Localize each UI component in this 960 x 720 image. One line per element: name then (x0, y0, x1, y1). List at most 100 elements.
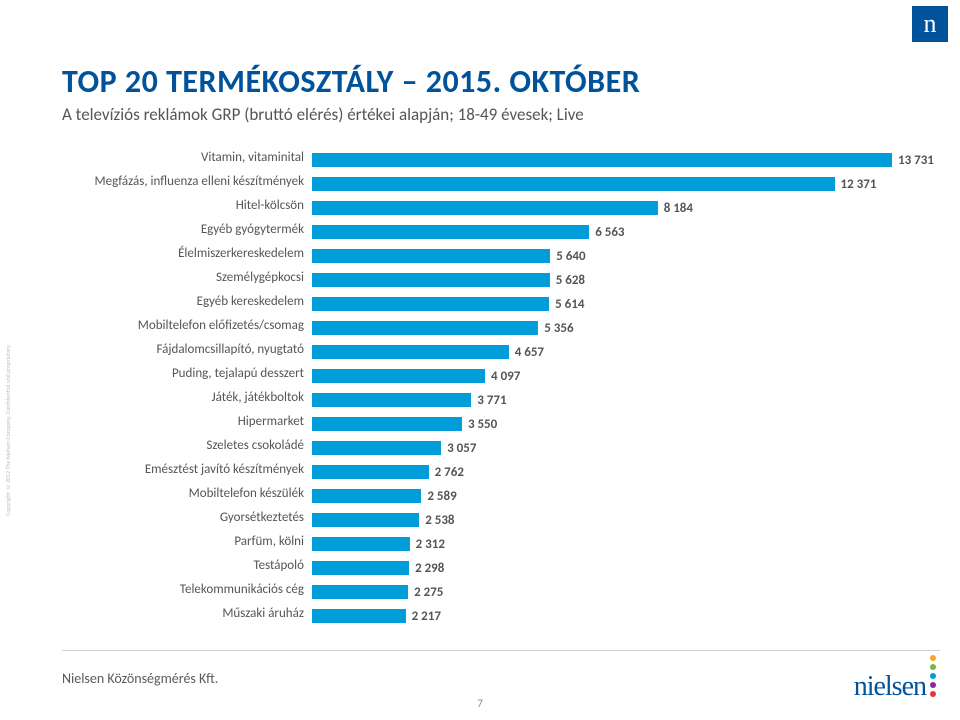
value-label: 5 356 (538, 316, 573, 340)
value-label: 4 097 (485, 364, 520, 388)
bar (312, 417, 462, 431)
chart-row: Játék, játékboltok3 771 (62, 385, 898, 409)
value-label: 2 298 (409, 556, 444, 580)
chart-row: Élelmiszerkereskedelem5 640 (62, 241, 898, 265)
category-label: Élelmiszerkereskedelem (62, 246, 312, 261)
logo-dot (930, 664, 936, 670)
chart-row: Emésztést javító készítmények 2 762 (62, 457, 898, 481)
value-label: 5 640 (550, 244, 585, 268)
brand-square-icon: n (912, 6, 948, 42)
bar-track: 5 640 (312, 244, 898, 262)
nielsen-logo-text: nielsen (854, 671, 926, 703)
bar (312, 225, 589, 239)
bar (312, 537, 410, 551)
value-label: 12 371 (835, 172, 877, 196)
bar-track: 2 298 (312, 556, 898, 574)
bar-track: 2 538 (312, 508, 898, 526)
value-label: 3 057 (441, 436, 476, 460)
category-label: Gyorsétkeztetés (62, 510, 312, 525)
bar-track: 3 550 (312, 412, 898, 430)
value-label: 2 217 (406, 604, 441, 628)
nielsen-logo: nielsen (854, 655, 940, 703)
bar (312, 297, 549, 311)
category-label: Műszaki áruház (62, 606, 312, 621)
bar (312, 393, 471, 407)
value-label: 3 771 (471, 388, 506, 412)
category-label: Személygépkocsi (62, 270, 312, 285)
bar (312, 369, 485, 383)
bar-chart: Vitamin, vitaminital13 731Megfázás, infl… (62, 145, 898, 625)
chart-row: Hitel-kölcsön8 184 (62, 193, 898, 217)
chart-row: Egyéb kereskedelem5 614 (62, 289, 898, 313)
bar-track: 6 563 (312, 220, 898, 238)
bar-track: 2 312 (312, 532, 898, 550)
bar-track: 12 371 (312, 172, 898, 190)
chart-row: Szeletes csokoládé3 057 (62, 433, 898, 457)
bar-track: 5 614 (312, 292, 898, 310)
bar (312, 561, 409, 575)
bar (312, 585, 408, 599)
category-label: Hipermarket (62, 414, 312, 429)
bar (312, 441, 441, 455)
bar-track: 2 275 (312, 580, 898, 598)
chart-row: Gyorsétkeztetés2 538 (62, 505, 898, 529)
chart-row: Fájdalomcsillapító, nyugtató4 657 (62, 337, 898, 361)
value-label: 5 614 (549, 292, 584, 316)
value-label: 8 184 (658, 196, 693, 220)
category-label: Játék, játékboltok (62, 390, 312, 405)
value-label: 2 275 (408, 580, 443, 604)
value-label: 2 538 (419, 508, 454, 532)
category-label: Megfázás, influenza elleni készítmények (62, 174, 312, 189)
chart-row: Megfázás, influenza elleni készítmények1… (62, 169, 898, 193)
value-label: 4 657 (509, 340, 544, 364)
value-label: 6 563 (589, 220, 624, 244)
chart-row: Mobiltelefon készülék2 589 (62, 481, 898, 505)
category-label: Telekommunikációs cég (62, 582, 312, 597)
category-label: Egyéb gyógytermék (62, 222, 312, 237)
category-label: Vitamin, vitaminital (62, 150, 312, 165)
value-label: 5 628 (550, 268, 585, 292)
bar (312, 345, 509, 359)
logo-dot (930, 682, 936, 688)
bar-track: 13 731 (312, 148, 898, 166)
page-subtitle: A televíziós reklámok GRP (bruttó elérés… (62, 104, 584, 125)
chart-row: Vitamin, vitaminital13 731 (62, 145, 898, 169)
bar-track: 5 628 (312, 268, 898, 286)
category-label: Puding, tejalapú desszert (62, 366, 312, 381)
chart-row: Személygépkocsi5 628 (62, 265, 898, 289)
bar-track: 5 356 (312, 316, 898, 334)
category-label: Egyéb kereskedelem (62, 294, 312, 309)
chart-row: Műszaki áruház2 217 (62, 601, 898, 625)
bar (312, 489, 421, 503)
value-label: 2 762 (429, 460, 464, 484)
bar (312, 465, 429, 479)
category-label: Mobiltelefon előfizetés/csomag (62, 318, 312, 333)
bar-track: 8 184 (312, 196, 898, 214)
bar-track: 3 771 (312, 388, 898, 406)
bar (312, 201, 658, 215)
bar (312, 153, 892, 167)
bar-track: 4 097 (312, 364, 898, 382)
chart-row: Testápoló2 298 (62, 553, 898, 577)
bar-track: 2 217 (312, 604, 898, 622)
bar (312, 273, 550, 287)
page-number: 7 (477, 697, 483, 710)
chart-row: Parfüm, kölni2 312 (62, 529, 898, 553)
page-title: TOP 20 TERMÉKOSZTÁLY – 2015. OKTÓBER (62, 62, 640, 101)
value-label: 2 312 (410, 532, 445, 556)
nielsen-logo-dots (928, 655, 936, 703)
logo-dot (930, 673, 936, 679)
chart-row: Egyéb gyógytermék6 563 (62, 217, 898, 241)
footer: Nielsen Közönségmérés Kft. nielsen (62, 650, 940, 700)
category-label: Mobiltelefon készülék (62, 486, 312, 501)
brand-glyph: n (924, 9, 937, 39)
bar-track: 4 657 (312, 340, 898, 358)
bar (312, 177, 835, 191)
bar (312, 321, 538, 335)
category-label: Parfüm, kölni (62, 534, 312, 549)
category-label: Fájdalomcsillapító, nyugtató (62, 342, 312, 357)
value-label: 3 550 (462, 412, 497, 436)
bar (312, 513, 419, 527)
category-label: Emésztést javító készítmények (62, 462, 312, 477)
footer-company: Nielsen Közönségmérés Kft. (62, 670, 218, 687)
